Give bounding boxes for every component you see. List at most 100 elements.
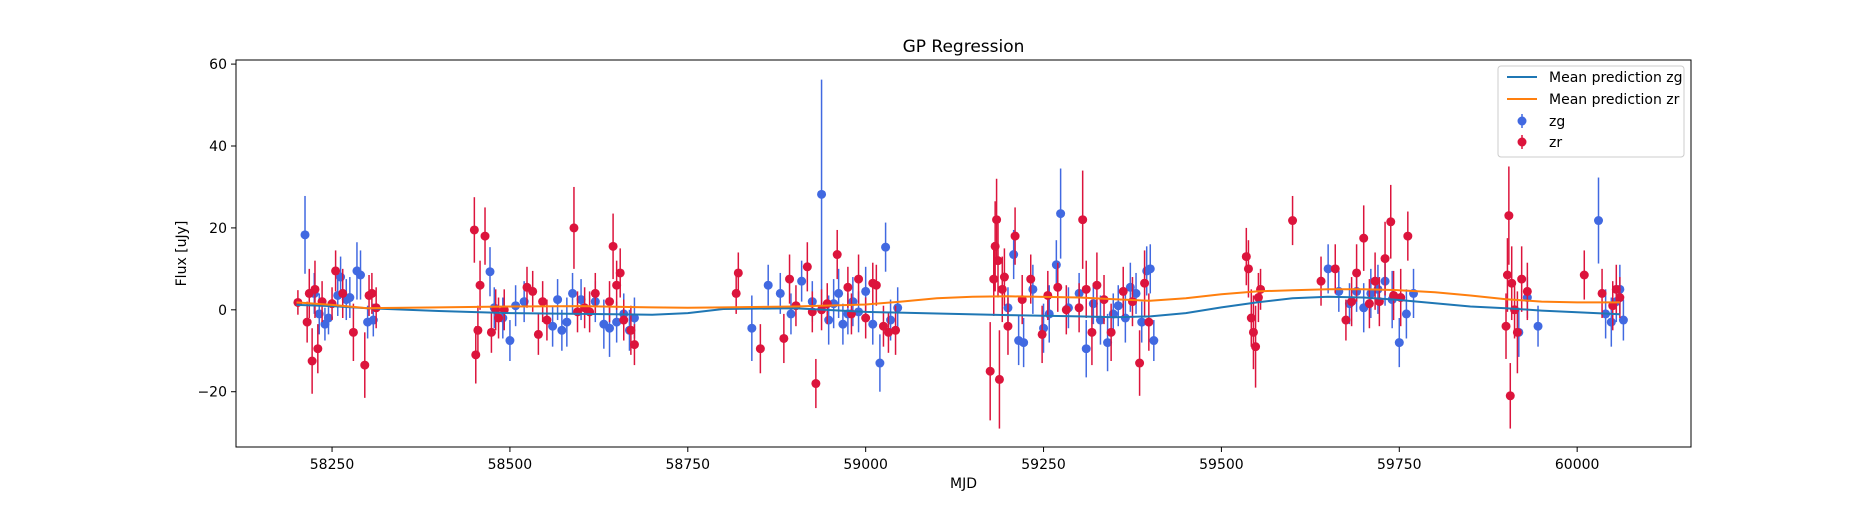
zr-point xyxy=(1144,317,1154,327)
zg-point xyxy=(505,336,515,346)
zg-point xyxy=(485,267,495,277)
zr-point xyxy=(883,327,893,337)
zr-point xyxy=(1364,299,1374,309)
zg-point xyxy=(1081,344,1091,354)
zr-point xyxy=(1037,329,1047,339)
zg-point xyxy=(1009,250,1019,260)
zr-point xyxy=(528,286,538,296)
zr-point xyxy=(494,313,504,323)
zr-point xyxy=(1608,301,1618,311)
zr-point xyxy=(993,256,1003,266)
zr-point xyxy=(475,280,485,290)
zr-point xyxy=(1316,276,1326,286)
zg-point xyxy=(605,323,615,333)
zg-point xyxy=(797,276,807,286)
zr-point xyxy=(590,288,600,298)
zg-point xyxy=(817,189,827,199)
legend-label-mean-zr: Mean prediction zr xyxy=(1549,92,1680,108)
zr-point xyxy=(1597,288,1607,298)
zr-point xyxy=(1241,252,1251,262)
zr-point xyxy=(1140,278,1150,288)
x-axis-label: MJD xyxy=(950,476,977,492)
zg-point xyxy=(553,295,563,305)
line-mean-prediction-zr xyxy=(296,288,1620,310)
zr-point xyxy=(1003,321,1013,331)
zr-point xyxy=(985,366,995,376)
zr-point xyxy=(307,356,317,366)
zr-point xyxy=(1092,280,1102,290)
zg-point xyxy=(1028,284,1038,294)
zr-point xyxy=(1504,211,1514,221)
legend-marker-zg-icon xyxy=(1517,116,1527,126)
zr-point xyxy=(822,299,832,309)
zr-point xyxy=(569,223,579,233)
legend-box xyxy=(1497,65,1685,158)
zr-point xyxy=(1611,284,1621,294)
zr-point xyxy=(1053,282,1063,292)
zr-point xyxy=(1502,270,1512,280)
zr-point xyxy=(1246,313,1256,323)
zg-point xyxy=(861,286,871,296)
zr-point xyxy=(871,280,881,290)
zg-point xyxy=(1051,260,1061,270)
zr-point xyxy=(1341,315,1351,325)
y-tick-label: 40 xyxy=(209,139,227,155)
zr-point xyxy=(486,327,496,337)
zr-point xyxy=(1615,293,1625,303)
zg-point xyxy=(300,230,310,240)
zg-point xyxy=(1401,309,1411,319)
zg-point xyxy=(747,323,757,333)
zr-point xyxy=(360,360,370,370)
zr-point xyxy=(733,268,743,278)
zr-point xyxy=(367,288,377,298)
zr-point xyxy=(1386,217,1396,227)
axes-frame xyxy=(235,59,1692,448)
zr-point xyxy=(1081,284,1091,294)
zg-point xyxy=(834,288,844,298)
zr-point xyxy=(1127,297,1137,307)
legend-label-zg: zg xyxy=(1549,114,1565,130)
zr-point xyxy=(1248,327,1258,337)
zg-point xyxy=(786,309,796,319)
zr-point xyxy=(533,329,543,339)
zg-point xyxy=(1618,315,1628,325)
x-tick-label: 59750 xyxy=(1377,457,1422,473)
zr-point xyxy=(811,379,821,389)
zr-point xyxy=(619,315,629,325)
zg-point xyxy=(838,319,848,329)
zg-point xyxy=(548,321,558,331)
zg-point xyxy=(1131,288,1141,298)
plot-content xyxy=(293,79,1628,429)
zg-point xyxy=(1113,301,1123,311)
zr-point xyxy=(1026,274,1036,284)
y-axis-label: Flux [uJy] xyxy=(174,221,190,287)
zr-point xyxy=(1061,305,1071,315)
zr-point xyxy=(469,225,479,235)
zg-point xyxy=(568,288,578,298)
zr-point xyxy=(1330,264,1340,274)
zr-point xyxy=(1010,231,1020,241)
zr-point xyxy=(1579,270,1589,280)
zg-point xyxy=(886,315,896,325)
zr-point xyxy=(999,272,1009,282)
zg-point xyxy=(868,319,878,329)
zr-point xyxy=(1253,293,1263,303)
zr-point xyxy=(1512,327,1522,337)
zg-point xyxy=(1394,338,1404,348)
zr-point xyxy=(1347,297,1357,307)
zr-point xyxy=(608,241,618,251)
zr-point xyxy=(843,282,853,292)
zg-point xyxy=(557,325,567,335)
zg-point xyxy=(1056,209,1066,219)
legend: Mean prediction zg Mean prediction zr zg… xyxy=(1497,65,1685,158)
x-tick-label: 58500 xyxy=(488,457,533,473)
zr-point xyxy=(1288,216,1298,226)
zr-point xyxy=(1087,327,1097,337)
chart-title: GP Regression xyxy=(903,37,1025,57)
zr-point xyxy=(1243,264,1253,274)
zr-point xyxy=(338,288,348,298)
zg-point xyxy=(576,295,586,305)
zr-point xyxy=(1403,231,1413,241)
zr-point xyxy=(313,344,323,354)
